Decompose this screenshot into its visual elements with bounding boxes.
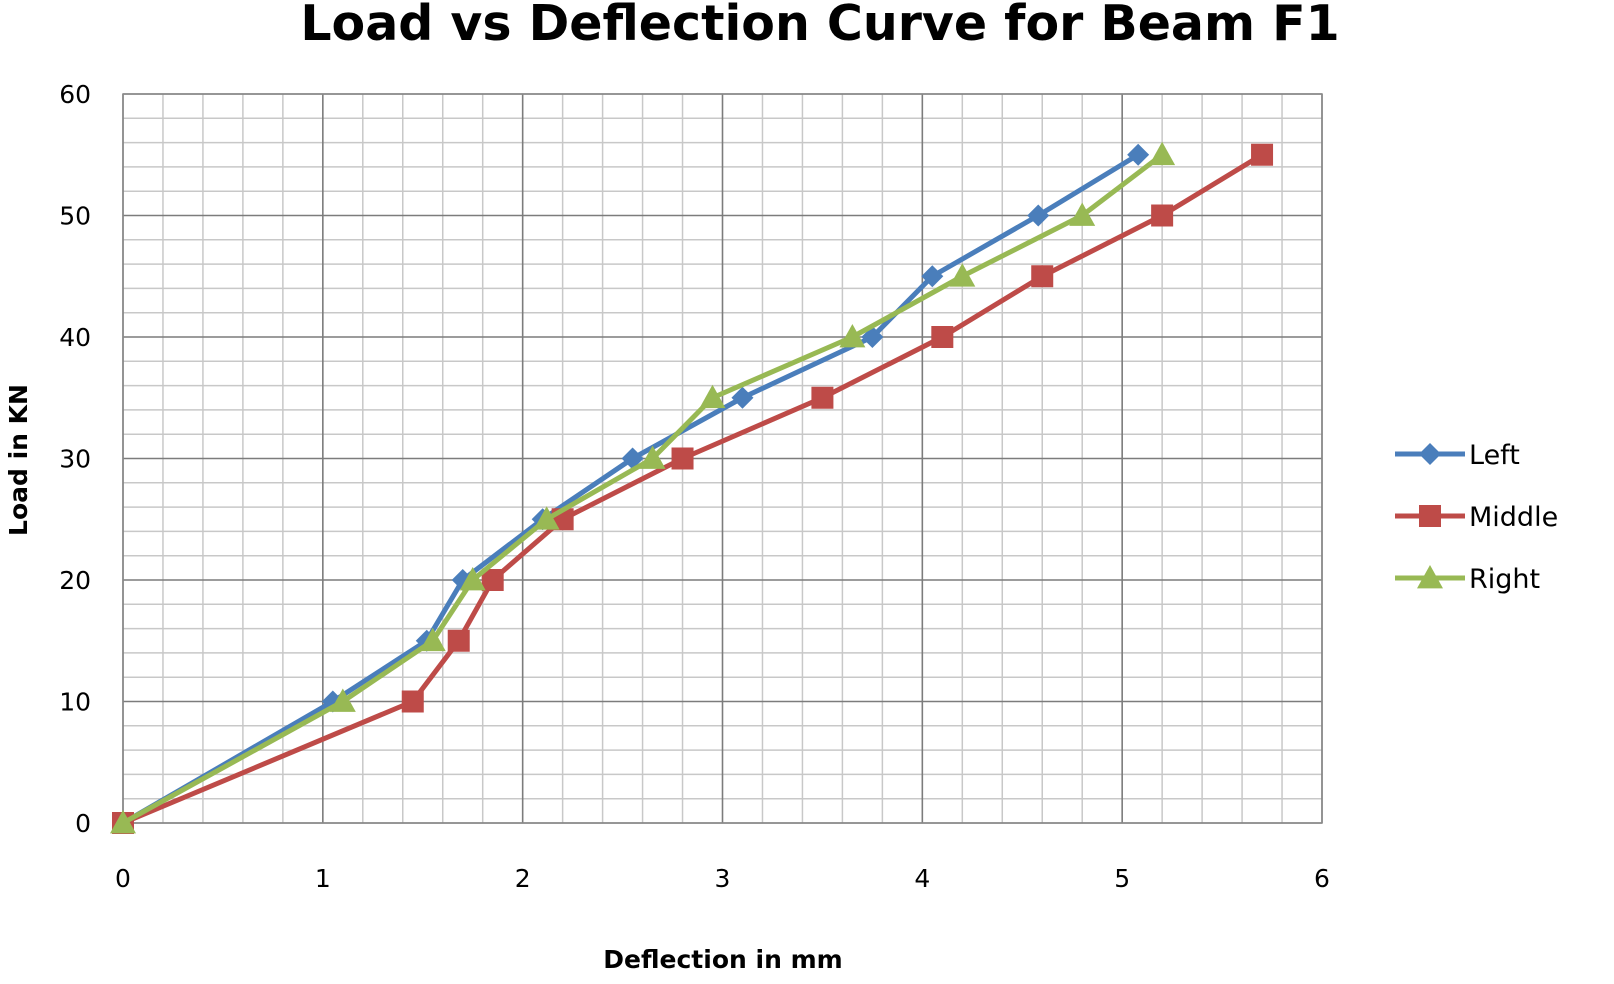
legend-label: Right — [1469, 564, 1540, 595]
legend-swatch-marker — [1419, 505, 1441, 527]
data-point-right — [110, 810, 136, 834]
data-point-middle — [401, 690, 424, 713]
y-axis-ticks: 0 10 20 30 40 50 60 — [59, 80, 91, 838]
legend: Left Middle Right — [1395, 440, 1558, 595]
data-point-right — [459, 567, 486, 591]
data-point-middle — [1031, 265, 1054, 288]
x-axis-ticks: 0 1 2 3 4 5 6 — [115, 864, 1330, 893]
y-tick-label: 20 — [59, 566, 91, 595]
x-tick-label: 0 — [115, 864, 131, 893]
data-point-right — [533, 506, 560, 530]
x-tick-label: 2 — [515, 864, 531, 893]
y-tick-label: 10 — [59, 688, 91, 717]
data-point-middle — [931, 326, 954, 348]
series-line-left — [120, 152, 1141, 826]
grid-major — [122, 93, 1323, 824]
legend-swatch-marker — [1419, 443, 1441, 465]
x-tick-label: 3 — [715, 864, 731, 893]
x-tick-label: 5 — [1114, 864, 1130, 893]
data-point-middle — [447, 629, 470, 652]
data-point-middle — [481, 569, 504, 591]
legend-label: Left — [1469, 440, 1520, 471]
series-right — [110, 141, 1176, 834]
y-tick-label: 50 — [59, 202, 91, 231]
plot-area — [122, 93, 1323, 824]
data-point-middle — [811, 386, 834, 409]
data-point-right — [699, 384, 726, 409]
data-point-middle — [1151, 204, 1174, 227]
data-point-right — [419, 627, 446, 652]
y-tick-label: 40 — [59, 323, 91, 352]
data-point-right — [639, 445, 666, 469]
x-axis-label: Deflection in mm — [603, 945, 842, 974]
legend-label: Middle — [1469, 502, 1558, 533]
legend-swatch-marker — [1417, 565, 1443, 589]
x-tick-label: 1 — [315, 864, 331, 893]
y-tick-label: 60 — [59, 80, 91, 109]
data-point-left — [731, 386, 754, 409]
x-tick-label: 4 — [914, 864, 930, 893]
y-axis-label: Load in KN — [4, 384, 33, 536]
series-middle — [112, 143, 1274, 834]
data-point-left — [921, 265, 944, 288]
data-point-middle — [1251, 143, 1274, 166]
series-layer — [110, 141, 1274, 834]
y-tick-label: 30 — [59, 445, 91, 474]
data-point-right — [839, 324, 866, 348]
data-point-middle — [671, 447, 694, 470]
y-tick-label: 0 — [75, 809, 91, 838]
data-point-right — [949, 263, 976, 287]
legend-item-middle: Middle — [1395, 502, 1558, 533]
legend-item-left: Left — [1395, 440, 1520, 471]
data-point-left — [1027, 204, 1050, 227]
legend-item-right: Right — [1395, 564, 1540, 595]
data-point-right — [329, 688, 356, 712]
data-point-left — [1127, 143, 1150, 166]
series-left — [112, 143, 1150, 834]
data-point-right — [1069, 202, 1096, 226]
data-point-right — [1149, 141, 1176, 166]
x-tick-label: 6 — [1314, 864, 1330, 893]
chart-title: Load vs Deflection Curve for Beam F1 — [300, 0, 1339, 52]
